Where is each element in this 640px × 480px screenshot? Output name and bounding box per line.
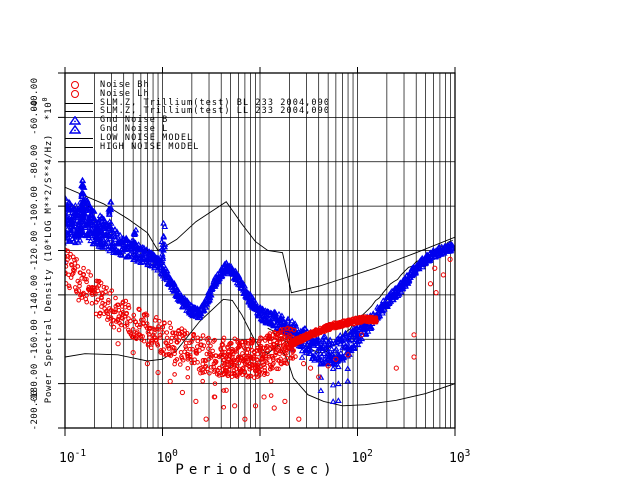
y-tick-label: -180.00 — [30, 363, 40, 404]
y-tick-label: -80.00 — [30, 144, 40, 179]
y-axis-title: Power Spectral Density (10*LOG M**2/S**4… — [41, 97, 54, 404]
axis-ticks — [58, 67, 456, 436]
x-tick-label: 10-1 — [59, 448, 86, 466]
y-tick-label: -120.00 — [30, 230, 40, 271]
series-high-noise-model — [65, 186, 455, 294]
x-tick-label: 103 — [449, 448, 470, 466]
y-tick-label: -200.00 — [30, 390, 40, 431]
data-series — [65, 176, 455, 422]
x-axis-title: Period (sec) — [175, 462, 336, 478]
series-noise-long-period-band — [289, 314, 379, 349]
y-tick-label: -60.00 — [30, 100, 40, 135]
y-tick-label: -140.00 — [30, 275, 40, 316]
x-tick-label: 102 — [352, 448, 373, 466]
x-tick-label: 101 — [254, 448, 276, 466]
y-tick-label: -160.00 — [30, 319, 40, 360]
y-tick-label: -100.00 — [30, 186, 40, 227]
x-tick-label: 100 — [157, 448, 179, 466]
y-tick-label: -40.00 — [30, 78, 40, 113]
series-noise-bh-lh-cloud — [65, 218, 453, 422]
